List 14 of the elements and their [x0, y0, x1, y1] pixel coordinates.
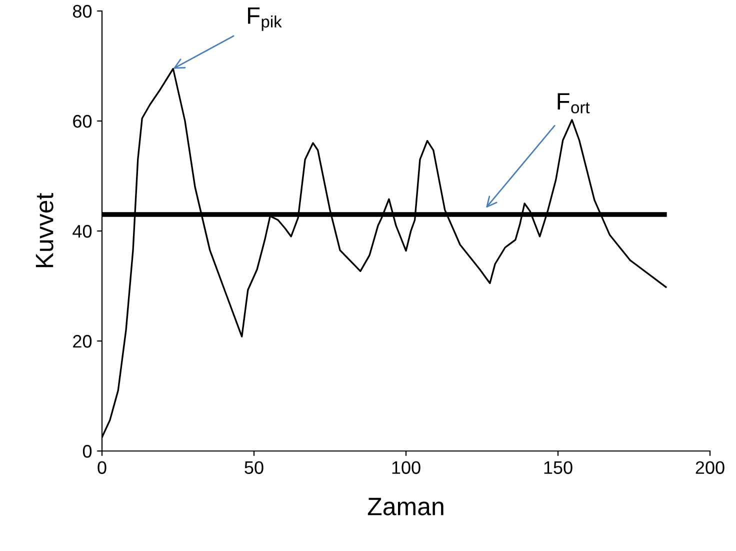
- y-tick-label: 60: [73, 114, 92, 128]
- y-axis-title: Kuvvet: [36, 192, 54, 268]
- y-tick-label: 80: [72, 4, 92, 18]
- y-tick-label: 40: [72, 224, 92, 238]
- x-tick-label: 200: [696, 461, 724, 474]
- annotation: F$_{ort}$: [558, 93, 590, 114]
- x-axis-title: Zaman: [368, 498, 444, 516]
- x-tick-label: 0: [98, 461, 106, 474]
- x-tick-label: 100: [392, 461, 420, 474]
- x-tick-label: 50: [244, 461, 264, 474]
- y-tick-label: 0: [82, 444, 92, 458]
- annotation: F$_{pik}$: [248, 7, 282, 31]
- y-tick-label: 20: [73, 334, 92, 348]
- x-tick-label: 150: [544, 461, 572, 474]
